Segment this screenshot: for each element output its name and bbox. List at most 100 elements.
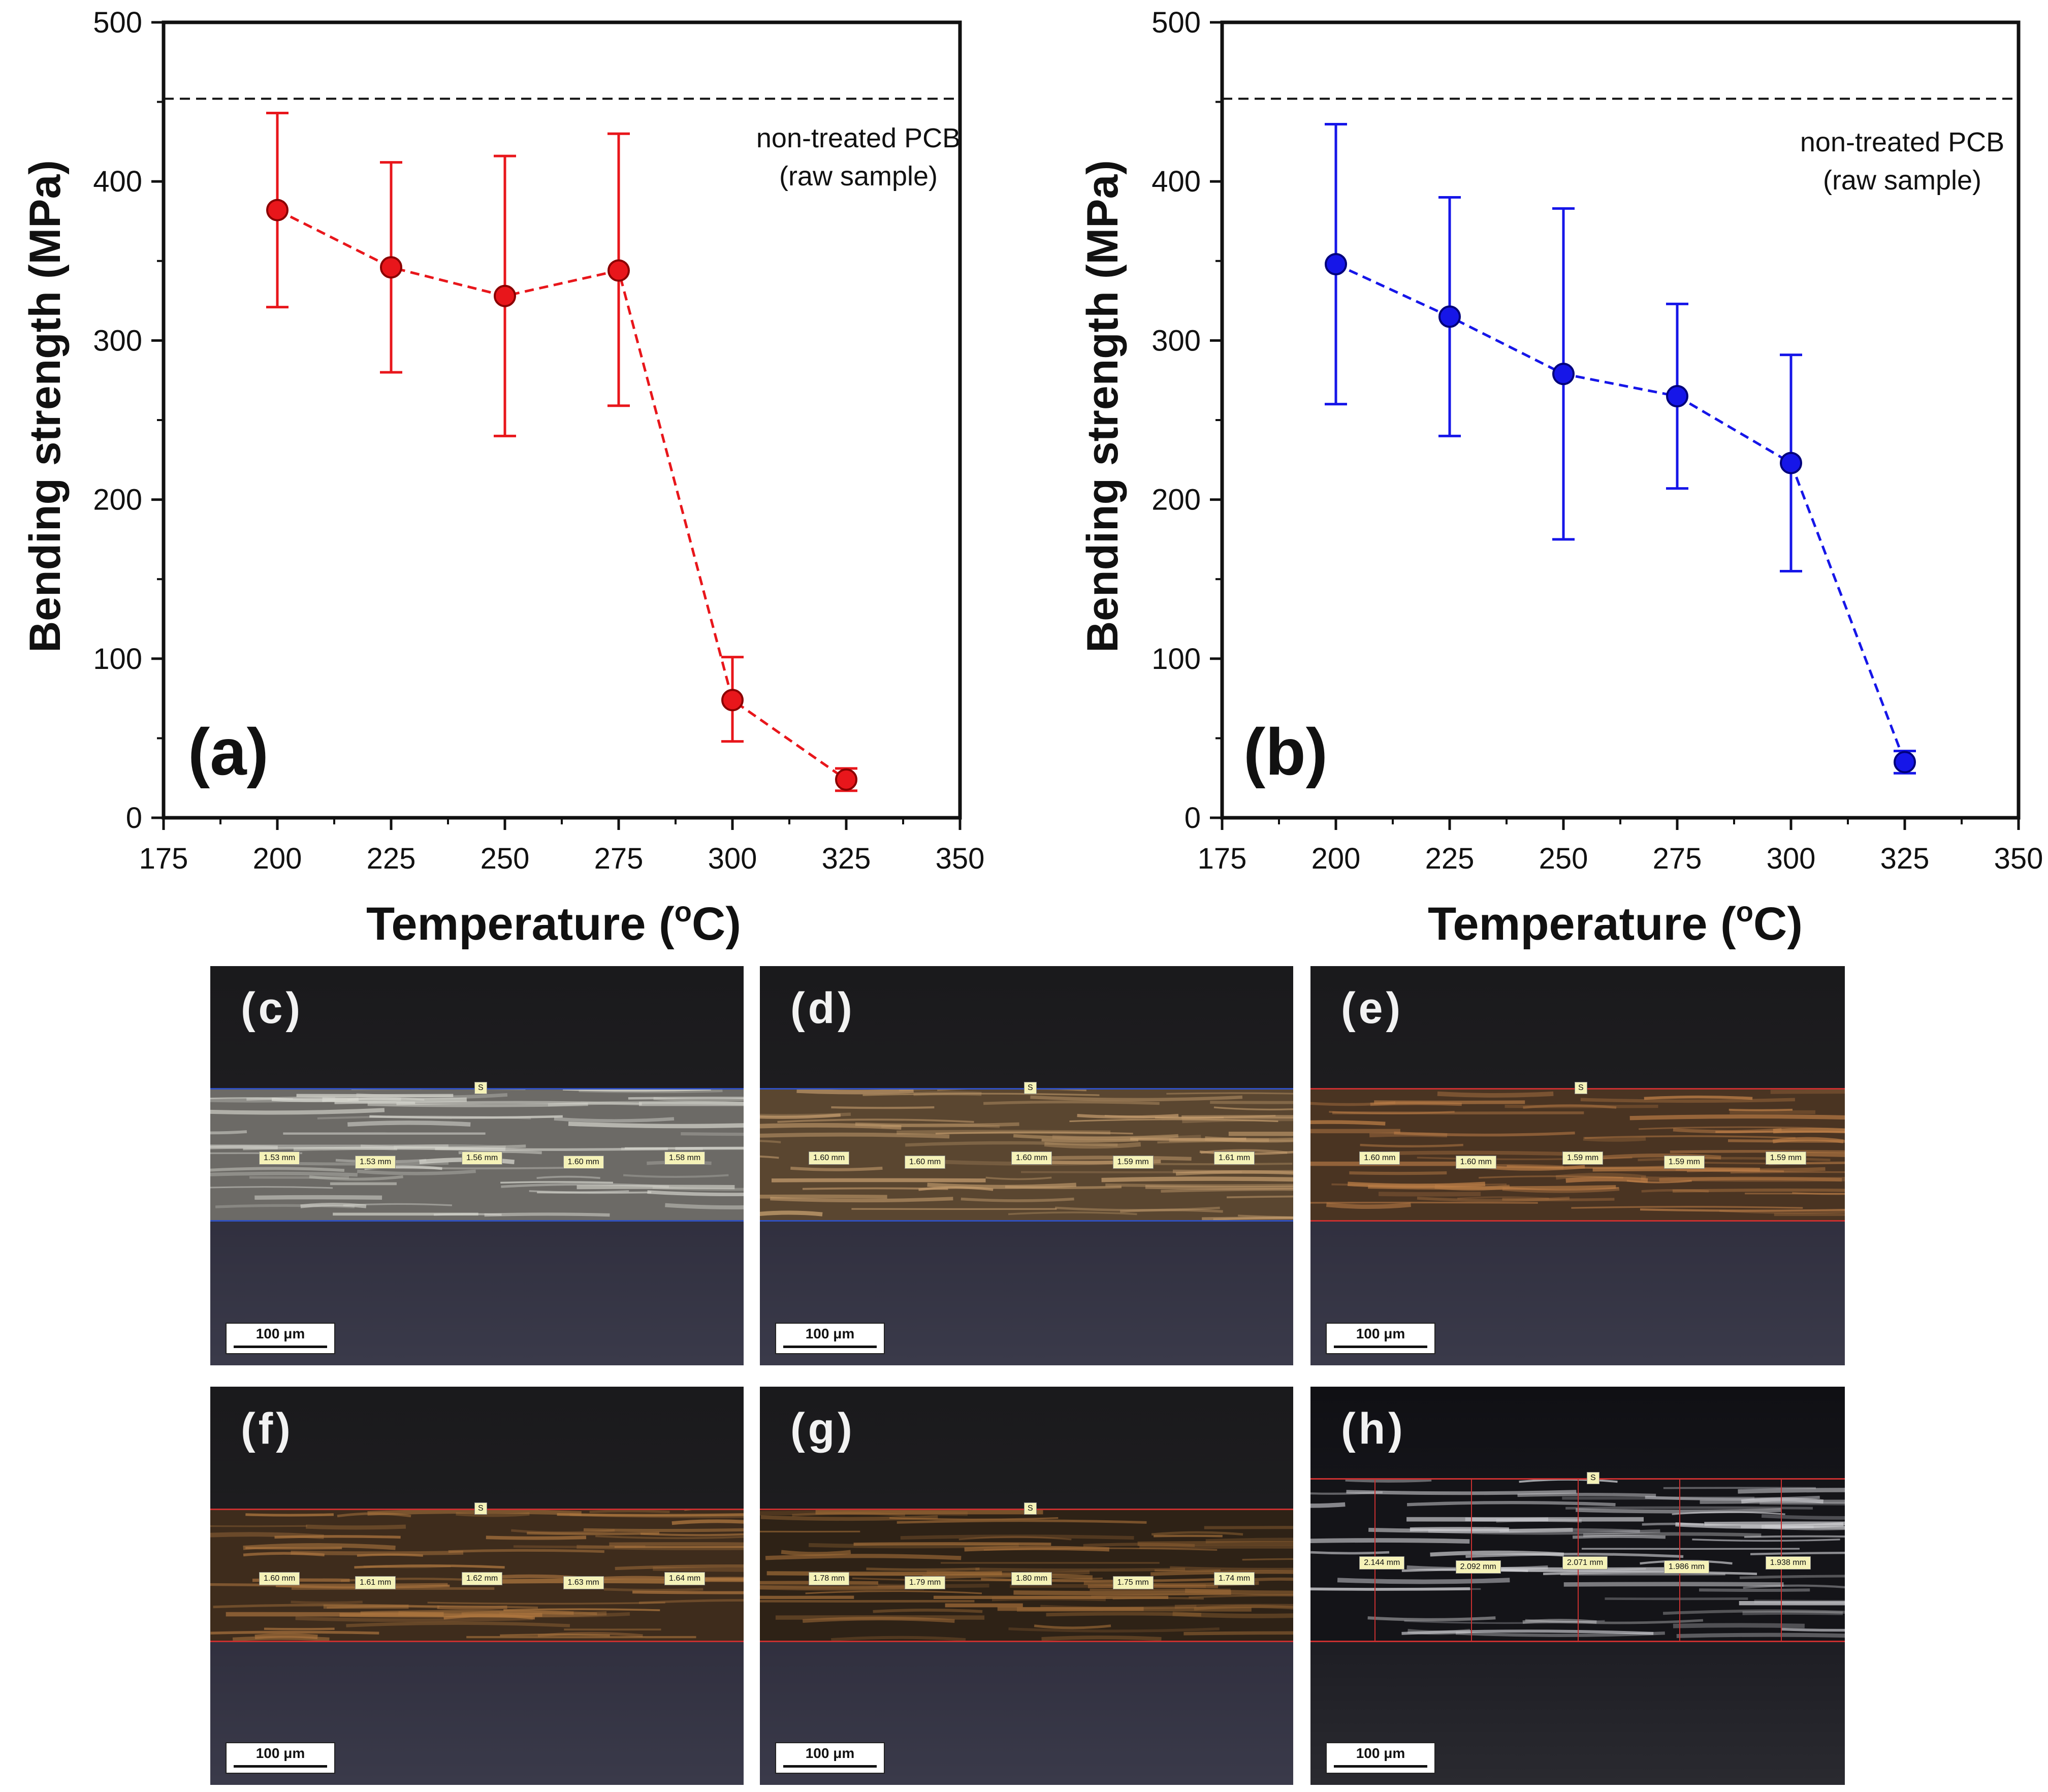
panel-label-e: (e) <box>1341 984 1404 1033</box>
fiber <box>1348 1181 1486 1188</box>
fiber <box>1174 1604 1293 1609</box>
fiber <box>1368 1527 1573 1533</box>
fiber <box>1346 1490 1577 1495</box>
x-tick-label: 300 <box>708 842 757 875</box>
thickness-measurement: 1.60 mm <box>1011 1151 1052 1165</box>
fiber <box>245 1547 342 1550</box>
thickness-measurement: 1.938 mm <box>1765 1556 1811 1570</box>
fiber <box>210 1186 333 1189</box>
x-tick-label: 200 <box>1311 842 1361 875</box>
micrograph-g: S 1.78 mm 1.79 mm 1.80 mm 1.75 mm 1.74 mm (g) 1… <box>760 1387 1293 1785</box>
fiber <box>873 1609 983 1613</box>
fiber <box>210 1630 379 1635</box>
thickness-measurement: 1.59 mm <box>1663 1155 1705 1169</box>
thickness-measurement: 2.092 mm <box>1455 1560 1501 1574</box>
x-tick-label: 250 <box>1539 842 1588 875</box>
fiber <box>499 1612 630 1618</box>
fiber <box>1522 1619 1597 1624</box>
scale-bar-line <box>783 1765 877 1768</box>
thickness-measurement: 1.74 mm <box>1214 1572 1255 1585</box>
scale-bar-label: 100 μm <box>805 1326 855 1341</box>
fiber <box>568 1122 744 1129</box>
fiber <box>536 1175 600 1179</box>
micrograph-c: S 1.53 mm 1.53 mm 1.56 mm 1.60 mm 1.58 mm (c) 1… <box>210 966 744 1365</box>
thickness-measurement: 1.60 mm <box>1455 1155 1496 1169</box>
fiber <box>897 1519 1147 1524</box>
scale-bar-line <box>234 1765 327 1768</box>
chart-b: Bending strength (MPa) Temperature (oC) … <box>1078 6 2043 950</box>
fiber <box>1401 1629 1654 1635</box>
fiber <box>1563 1582 1784 1587</box>
fiber <box>1781 1627 1845 1632</box>
series-line <box>1335 263 1906 763</box>
scale-bar: 100 μm <box>775 1742 885 1774</box>
fiber <box>347 1097 425 1101</box>
thickness-measurement: 1.53 mm <box>259 1151 300 1165</box>
thickness-measurement: 1.986 mm <box>1663 1560 1710 1574</box>
fiber <box>1394 1131 1575 1137</box>
fiber <box>1601 1153 1721 1160</box>
data-point <box>266 199 289 221</box>
fiber <box>1137 1541 1293 1546</box>
fiber <box>1406 1501 1616 1507</box>
panel-label-c: (c) <box>241 984 304 1033</box>
data-point <box>1666 385 1688 408</box>
fiber <box>927 1182 1077 1189</box>
fiber <box>1310 1502 1346 1508</box>
fiber <box>1329 1111 1455 1114</box>
fiber <box>985 1176 1052 1180</box>
fiber <box>1479 1175 1623 1179</box>
x-tick-label: 225 <box>1425 842 1475 875</box>
data-point <box>1552 363 1575 386</box>
fiber <box>215 1204 355 1208</box>
fiber <box>760 1155 779 1159</box>
y-tick-label: 500 <box>93 6 142 39</box>
x-tick-label: 350 <box>936 842 985 875</box>
scale-bar-label: 100 μm <box>1356 1326 1405 1341</box>
fiber <box>1523 1104 1617 1109</box>
data-point <box>494 284 516 307</box>
fiber <box>1337 1578 1510 1584</box>
fiber <box>1150 1570 1293 1576</box>
fiber <box>1202 1217 1293 1220</box>
fiber <box>652 1186 744 1191</box>
thickness-measurement: 1.75 mm <box>1112 1576 1154 1589</box>
fiber <box>1673 1128 1782 1134</box>
thickness-measurement: 1.78 mm <box>809 1572 850 1585</box>
fiber <box>369 1115 563 1119</box>
fiber <box>770 1197 953 1203</box>
fiber <box>1430 1550 1564 1557</box>
fiber <box>437 1605 507 1610</box>
fiber <box>805 1590 982 1594</box>
thickness-measurement: 1.62 mm <box>462 1572 503 1585</box>
thickness-measurement: 1.59 mm <box>1765 1151 1806 1165</box>
fiber <box>803 1616 955 1623</box>
fiber <box>1584 1135 1796 1139</box>
fiber-texture <box>1310 1089 1845 1217</box>
fiber <box>1166 1092 1293 1095</box>
fiber <box>1761 1514 1845 1520</box>
fiber <box>1310 1538 1470 1544</box>
series-line <box>276 209 847 781</box>
fiber <box>852 1577 1103 1582</box>
fiber <box>427 1602 665 1605</box>
thickness-measurement: 1.60 mm <box>563 1155 604 1169</box>
fiber <box>503 1608 660 1611</box>
fiber <box>760 1123 902 1130</box>
fiber <box>1310 1120 1386 1126</box>
fiber <box>1120 1208 1223 1213</box>
fiber <box>1576 1508 1782 1514</box>
fiber <box>1457 1196 1549 1200</box>
reference-label-line2: (raw sample) <box>1823 165 1981 196</box>
fiber <box>306 1524 406 1530</box>
panel-label-g: (g) <box>790 1404 855 1453</box>
surface-marker: S <box>1575 1082 1587 1094</box>
fiber <box>1069 1118 1278 1123</box>
fiber <box>862 1093 1100 1096</box>
fiber <box>1213 1106 1293 1111</box>
fiber <box>777 1118 974 1123</box>
fiber <box>1743 1584 1845 1589</box>
fiber <box>1750 1552 1845 1555</box>
fiber <box>1572 1534 1666 1539</box>
fiber <box>210 1108 385 1115</box>
